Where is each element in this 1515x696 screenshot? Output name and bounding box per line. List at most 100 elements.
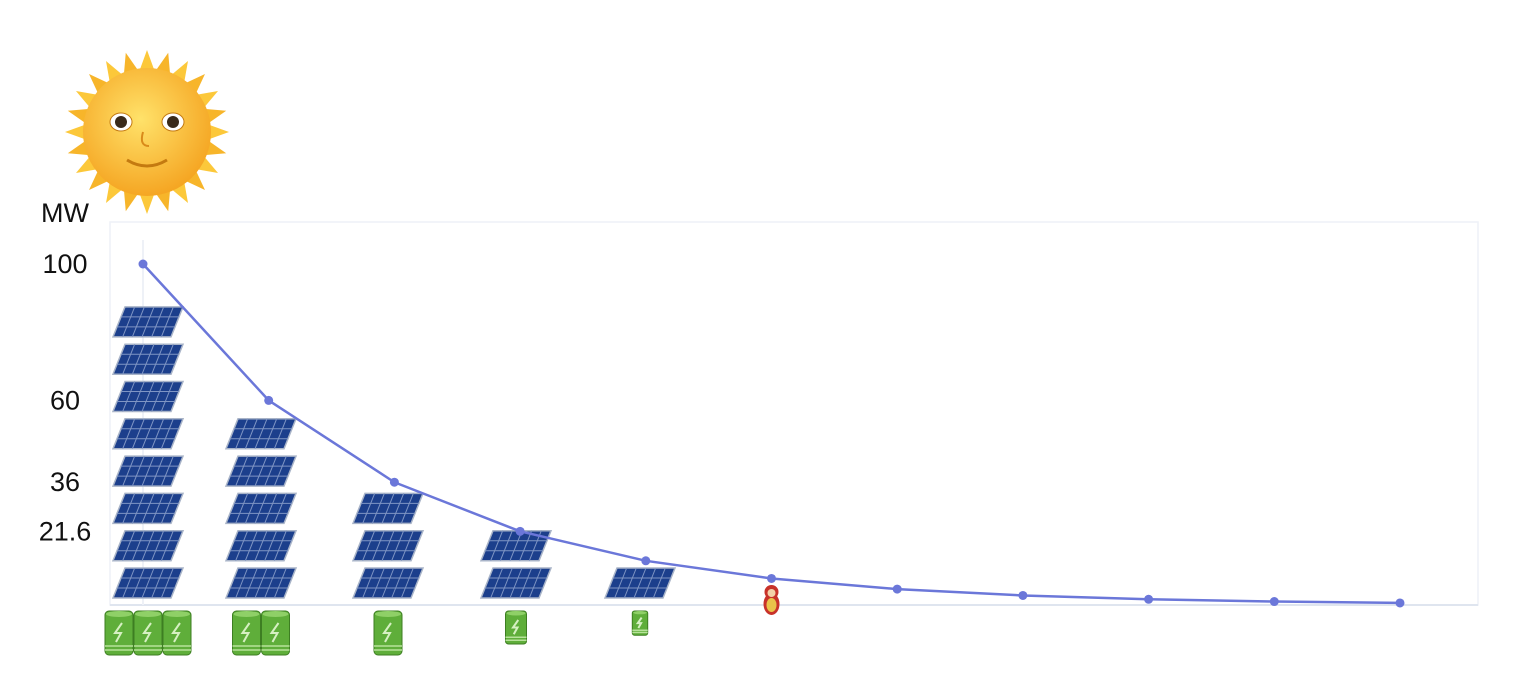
solar-panel-icon bbox=[111, 529, 185, 562]
sun-ray bbox=[89, 74, 109, 94]
panel-grid bbox=[362, 567, 376, 599]
series-line bbox=[142, 263, 1401, 605]
panel-grid bbox=[244, 455, 258, 487]
data-point bbox=[1144, 594, 1154, 604]
sun-ray bbox=[139, 193, 155, 214]
panel-grid bbox=[254, 493, 268, 524]
panel-grid bbox=[235, 493, 249, 524]
panel-grid bbox=[371, 530, 385, 561]
battery-icon bbox=[505, 610, 527, 645]
solar-panel-icon bbox=[351, 567, 425, 599]
solar-panel-icon bbox=[224, 492, 298, 525]
sun-ray bbox=[208, 124, 229, 140]
panel-grid bbox=[160, 530, 174, 561]
panel-grid bbox=[235, 418, 249, 449]
bolt bbox=[171, 622, 181, 643]
panel-grid bbox=[122, 530, 136, 561]
panel-grid bbox=[151, 381, 165, 412]
panel-grid bbox=[141, 381, 155, 412]
panel-grid bbox=[400, 493, 414, 524]
doll-face bbox=[767, 589, 776, 597]
battery-icon bbox=[104, 610, 134, 656]
battery-icon bbox=[261, 610, 290, 656]
nose bbox=[140, 131, 150, 147]
panel-grid bbox=[151, 567, 165, 599]
panel-grid bbox=[264, 567, 278, 599]
panel-grid bbox=[141, 306, 155, 338]
sun-ray bbox=[155, 52, 171, 75]
panel-grid bbox=[131, 493, 145, 524]
data-point bbox=[641, 556, 651, 566]
sun-ray bbox=[89, 170, 109, 190]
solar-panel-icon bbox=[111, 343, 185, 375]
panel-grid bbox=[633, 567, 647, 599]
bolt bbox=[269, 622, 280, 643]
battery-top bbox=[106, 611, 132, 617]
panel-grid bbox=[122, 455, 136, 487]
sun-ray bbox=[185, 74, 205, 94]
nesting-doll-icon bbox=[763, 585, 780, 615]
sun-ray bbox=[155, 189, 171, 212]
panel-grid bbox=[122, 306, 136, 338]
solar-panel-icon bbox=[111, 306, 185, 338]
panel-grid bbox=[160, 306, 174, 338]
solar-panel-icon bbox=[351, 529, 425, 562]
panel-grid bbox=[254, 455, 268, 487]
panel-grid bbox=[131, 306, 145, 338]
mouth bbox=[126, 158, 168, 168]
panel-grid bbox=[160, 567, 174, 599]
panel-grid bbox=[371, 567, 385, 599]
panel-grid bbox=[264, 530, 278, 561]
data-point bbox=[892, 584, 902, 594]
panel-grid bbox=[499, 530, 513, 561]
panel-grid bbox=[160, 418, 174, 449]
panel-grid bbox=[273, 455, 287, 487]
sun-ray bbox=[123, 189, 139, 212]
panel-grid bbox=[122, 493, 136, 524]
panel-grid bbox=[273, 418, 287, 449]
panel-grid bbox=[131, 344, 145, 375]
solar-panel-icon bbox=[351, 492, 425, 525]
sun-ray bbox=[185, 170, 205, 190]
panel-grid bbox=[391, 493, 405, 524]
sun-ray bbox=[139, 50, 155, 71]
panel-grid bbox=[151, 530, 165, 561]
panel-grid bbox=[400, 530, 414, 561]
battery-top bbox=[262, 611, 289, 617]
panel-grid bbox=[122, 344, 136, 375]
bolt bbox=[382, 622, 392, 643]
pupil bbox=[167, 116, 179, 128]
panel-grid bbox=[519, 567, 533, 599]
y-axis-label: MW bbox=[41, 198, 89, 228]
panel-grid bbox=[141, 418, 155, 449]
panel-grid bbox=[519, 530, 533, 561]
solar-panel-icon bbox=[111, 455, 185, 487]
panel-grid bbox=[141, 455, 155, 487]
panel-grid bbox=[400, 567, 414, 599]
panel-grid bbox=[254, 567, 268, 599]
doll-apron bbox=[766, 598, 777, 612]
battery-icon bbox=[232, 610, 261, 656]
panel-grid bbox=[254, 418, 268, 449]
panel-grid bbox=[490, 567, 504, 599]
panel-grid bbox=[122, 567, 136, 599]
solar-panel-icon bbox=[603, 567, 677, 599]
bolt bbox=[635, 617, 643, 629]
battery-top bbox=[135, 611, 161, 617]
panel-grid bbox=[499, 567, 513, 599]
y-tick-label: 100 bbox=[42, 249, 87, 279]
panel-grid bbox=[160, 344, 174, 375]
panel-grid bbox=[381, 567, 395, 599]
panel-grid bbox=[391, 567, 405, 599]
panel-grid bbox=[509, 567, 523, 599]
sun-ray bbox=[67, 140, 90, 156]
panel-grid bbox=[151, 455, 165, 487]
panel-grid bbox=[160, 493, 174, 524]
panel-grid bbox=[652, 567, 666, 599]
sun-face bbox=[83, 68, 211, 196]
solar-panel-icon bbox=[111, 418, 185, 450]
panel-grid bbox=[160, 455, 174, 487]
data-point bbox=[138, 259, 148, 269]
data-point bbox=[1269, 597, 1279, 607]
